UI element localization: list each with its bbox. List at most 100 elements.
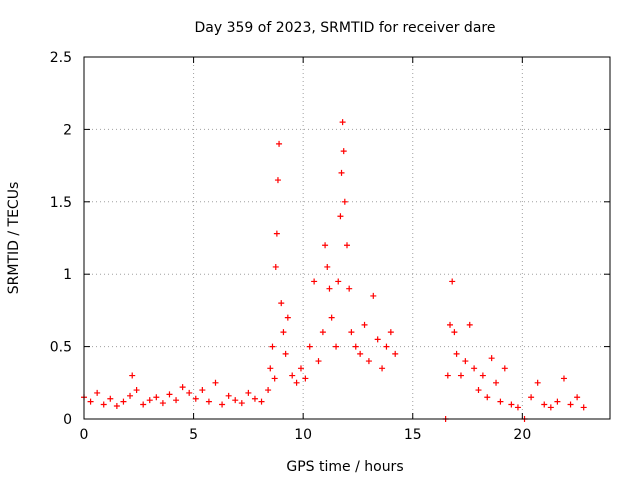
grid <box>84 57 610 419</box>
data-point <box>319 329 326 336</box>
data-point <box>272 263 279 270</box>
data-point <box>326 285 333 292</box>
data-point <box>352 343 359 350</box>
x-tick-label: 20 <box>513 427 531 443</box>
data-point <box>339 119 346 126</box>
axis-ticks: 0 5 10 15 20 0 0.5 1 1.5 2 2.5 <box>50 50 610 443</box>
data-point <box>274 177 281 184</box>
data-point <box>357 350 364 357</box>
data-point <box>166 391 173 398</box>
data-point <box>133 387 140 394</box>
data-point <box>315 358 322 365</box>
x-tick-label: 5 <box>189 427 198 443</box>
data-point <box>311 278 318 285</box>
data-point <box>444 372 451 379</box>
data-point <box>338 169 345 176</box>
data-point <box>276 140 283 147</box>
data-point <box>271 375 278 382</box>
data-point <box>273 230 280 237</box>
data-point <box>580 404 587 411</box>
data-point <box>447 321 454 328</box>
data-point <box>475 387 482 394</box>
data-point <box>306 343 313 350</box>
data-point <box>340 148 347 155</box>
data-point <box>100 401 107 408</box>
data-point <box>324 263 331 270</box>
data-point <box>232 397 239 404</box>
chart-title: Day 359 of 2023, SRMTID for receiver dar… <box>195 20 496 36</box>
data-point <box>374 336 381 343</box>
data-point <box>493 379 500 386</box>
data-point <box>392 350 399 357</box>
data-point <box>328 314 335 321</box>
data-point <box>453 350 460 357</box>
data-point <box>554 398 561 405</box>
data-point <box>322 242 329 249</box>
data-point <box>361 321 368 328</box>
data-point <box>192 395 199 402</box>
y-tick-label: 1.5 <box>50 195 72 211</box>
data-point <box>302 375 309 382</box>
data-point <box>387 329 394 336</box>
data-point <box>471 365 478 372</box>
data-point <box>107 395 114 402</box>
data-point <box>534 379 541 386</box>
data-point <box>245 389 252 396</box>
data-point <box>335 278 342 285</box>
data-point <box>205 398 212 405</box>
data-point <box>153 394 160 401</box>
y-tick-label: 1 <box>63 267 72 283</box>
data-point <box>341 198 348 205</box>
data-point <box>462 358 469 365</box>
data-points <box>81 119 587 422</box>
data-point <box>348 329 355 336</box>
y-tick-label: 0 <box>63 412 72 428</box>
data-point <box>488 355 495 362</box>
data-point <box>289 372 296 379</box>
data-point <box>278 300 285 307</box>
data-point <box>87 398 94 405</box>
x-tick-label: 0 <box>80 427 89 443</box>
data-point <box>451 329 458 336</box>
data-point <box>293 379 300 386</box>
data-point <box>225 392 232 399</box>
data-point <box>219 401 226 408</box>
data-point <box>113 402 120 409</box>
data-point <box>560 375 567 382</box>
data-point <box>383 343 390 350</box>
x-tick-label: 15 <box>404 427 422 443</box>
data-point <box>574 394 581 401</box>
data-point <box>179 384 186 391</box>
data-point <box>457 372 464 379</box>
data-point <box>337 213 344 220</box>
data-point <box>547 404 554 411</box>
data-point <box>129 372 136 379</box>
y-tick-label: 2.5 <box>50 50 72 66</box>
data-point <box>449 278 456 285</box>
data-point <box>120 398 127 405</box>
data-point <box>280 329 287 336</box>
data-point <box>346 285 353 292</box>
y-tick-label: 2 <box>63 122 72 138</box>
data-point <box>514 404 521 411</box>
data-point <box>140 401 147 408</box>
data-point <box>528 394 535 401</box>
data-point <box>258 398 265 405</box>
data-point <box>238 400 245 407</box>
data-point <box>344 242 350 249</box>
data-point <box>284 314 291 321</box>
data-point <box>379 365 386 372</box>
data-point <box>497 398 504 405</box>
data-point <box>146 397 153 404</box>
y-axis-label: SRMTID / TECUs <box>6 182 22 295</box>
data-point <box>269 343 276 350</box>
plot-frame <box>83 56 611 420</box>
data-point <box>212 379 219 386</box>
data-point <box>265 387 272 394</box>
data-point <box>94 389 101 396</box>
data-point <box>541 401 548 408</box>
data-point <box>567 401 574 408</box>
data-point <box>370 292 377 299</box>
data-point <box>173 397 180 404</box>
